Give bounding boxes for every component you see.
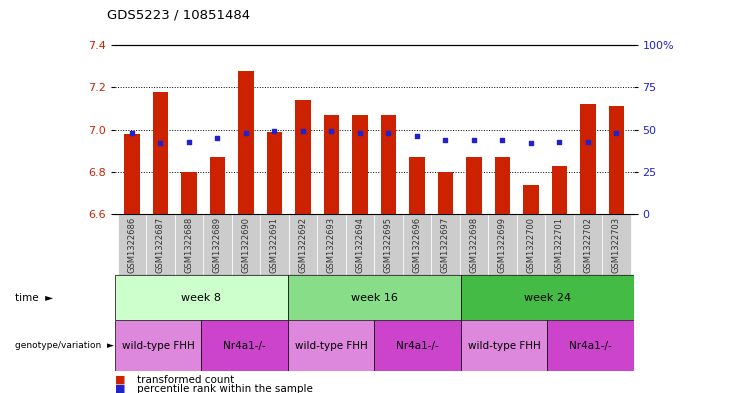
Bar (238, 71, 253, 214)
Text: week 8: week 8 (182, 293, 222, 303)
Text: GSM1322688: GSM1322688 (185, 217, 193, 273)
Bar (488, 214, 516, 275)
Point (611, 130, 622, 136)
Text: GSM1322702: GSM1322702 (583, 217, 593, 273)
Text: wild-type FHH: wild-type FHH (122, 341, 194, 351)
Bar (175, 214, 203, 275)
Text: percentile rank within the sample: percentile rank within the sample (137, 384, 313, 393)
Point (155, 140, 167, 146)
Point (411, 133, 423, 140)
Text: Nr4a1-/-: Nr4a1-/- (396, 341, 439, 351)
Bar (181, 172, 197, 214)
Bar (118, 214, 146, 275)
Text: GSM1322691: GSM1322691 (270, 217, 279, 273)
Bar (381, 115, 396, 214)
Point (211, 135, 223, 141)
Text: GSM1322687: GSM1322687 (156, 217, 165, 273)
Bar (295, 100, 310, 214)
Bar (146, 214, 175, 275)
Bar (494, 157, 511, 214)
Bar (115, 275, 288, 320)
Bar (402, 214, 431, 275)
Bar (461, 275, 634, 320)
Point (354, 130, 366, 136)
Bar (267, 132, 282, 214)
Bar (324, 115, 339, 214)
Text: GSM1322689: GSM1322689 (213, 217, 222, 273)
Text: wild-type FHH: wild-type FHH (468, 341, 540, 351)
Text: GSM1322695: GSM1322695 (384, 217, 393, 273)
Point (240, 130, 252, 136)
Bar (288, 275, 461, 320)
Bar (516, 214, 545, 275)
Text: GSM1322686: GSM1322686 (127, 217, 136, 273)
Point (525, 140, 537, 146)
Point (554, 138, 565, 145)
Text: GSM1322697: GSM1322697 (441, 217, 450, 273)
Bar (210, 157, 225, 214)
Bar (202, 320, 288, 371)
Text: week 16: week 16 (350, 293, 398, 303)
Point (439, 137, 451, 143)
Bar (317, 214, 346, 275)
Text: GSM1322693: GSM1322693 (327, 217, 336, 273)
Bar (580, 105, 596, 214)
Text: GDS5223 / 10851484: GDS5223 / 10851484 (107, 9, 250, 22)
Point (183, 138, 195, 145)
Bar (547, 320, 634, 371)
Bar (466, 157, 482, 214)
Point (126, 130, 138, 136)
Point (325, 128, 337, 134)
Bar (438, 172, 453, 214)
Bar (124, 134, 140, 214)
Text: GSM1322692: GSM1322692 (299, 217, 308, 273)
Text: GSM1322698: GSM1322698 (470, 217, 479, 273)
Bar (374, 214, 402, 275)
Text: time  ►: time ► (15, 293, 53, 303)
Bar (545, 214, 574, 275)
Bar (153, 92, 168, 214)
Bar (574, 214, 602, 275)
Bar (431, 214, 459, 275)
Bar (551, 165, 568, 214)
Bar (352, 115, 368, 214)
Bar (289, 214, 317, 275)
Text: GSM1322699: GSM1322699 (498, 217, 507, 273)
Point (382, 130, 394, 136)
Text: GSM1322694: GSM1322694 (356, 217, 365, 273)
Bar (346, 214, 374, 275)
Text: Nr4a1-/-: Nr4a1-/- (223, 341, 266, 351)
Text: GSM1322696: GSM1322696 (413, 217, 422, 273)
Text: week 24: week 24 (524, 293, 571, 303)
Text: ■: ■ (115, 375, 125, 385)
Bar (203, 214, 232, 275)
Text: GSM1322690: GSM1322690 (242, 217, 250, 273)
Bar (409, 157, 425, 214)
Bar (523, 185, 539, 214)
Text: genotype/variation  ►: genotype/variation ► (15, 342, 113, 350)
Point (268, 128, 280, 134)
Text: GSM1322700: GSM1322700 (526, 217, 536, 273)
Text: ■: ■ (115, 384, 125, 393)
Point (582, 138, 594, 145)
Bar (374, 320, 461, 371)
Bar (459, 214, 488, 275)
Bar (288, 320, 374, 371)
Bar (115, 320, 202, 371)
Bar (602, 214, 631, 275)
Point (496, 137, 508, 143)
Bar (232, 214, 260, 275)
Text: Nr4a1-/-: Nr4a1-/- (569, 341, 612, 351)
Text: GSM1322701: GSM1322701 (555, 217, 564, 273)
Point (297, 128, 309, 134)
Bar (461, 320, 547, 371)
Bar (260, 214, 289, 275)
Bar (608, 107, 624, 214)
Text: GSM1322703: GSM1322703 (612, 217, 621, 273)
Text: transformed count: transformed count (137, 375, 234, 385)
Point (468, 137, 480, 143)
Text: wild-type FHH: wild-type FHH (295, 341, 368, 351)
